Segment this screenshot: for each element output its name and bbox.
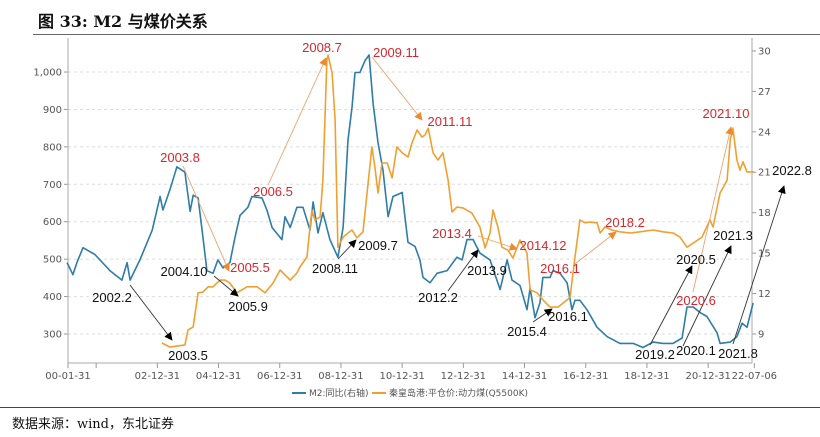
x-axis-tick-label: 12-12-31	[441, 371, 486, 382]
x-axis-tick-label: 04-12-31	[196, 371, 241, 382]
left-axis-tick-label: 500	[43, 255, 62, 266]
right-axis-tick-label: 18	[758, 208, 771, 219]
left-axis-tick-label: 300	[43, 330, 62, 341]
x-axis-tick-label: 10-12-31	[379, 371, 424, 382]
x-axis-tick-label: 00-01-31	[45, 371, 90, 382]
right-axis-tick-label: 9	[758, 330, 764, 341]
x-axis-tick-label: 20-12-31	[685, 371, 730, 382]
annotation-arrow	[337, 239, 357, 260]
left-axis-tick-label: 1,000	[33, 68, 62, 79]
x-axis-tick-label: 02-12-31	[135, 371, 180, 382]
annotation-arrow	[692, 126, 734, 293]
right-axis-tick-label: 30	[758, 46, 771, 57]
annotation-label: 2019.2	[635, 347, 675, 362]
source-divider	[0, 407, 820, 408]
annotation-label: 2021.3	[713, 228, 753, 243]
left-axis-tick-label: 400	[43, 292, 62, 303]
title-divider	[33, 34, 820, 35]
x-axis-tick-label: 22-07-06	[732, 371, 777, 382]
annotation-arrow	[129, 284, 173, 341]
annotation-label: 2021.10	[703, 106, 750, 121]
left-axis-tick-label: 900	[43, 105, 62, 116]
annotation-arrow	[477, 235, 518, 251]
legend-label: 秦皇岛港:平仓价:动力煤(Q5500K)	[389, 387, 528, 399]
annotation-label: 2016.1	[548, 309, 588, 324]
annotation-label: 2003.8	[160, 150, 200, 165]
x-axis-tick-label: 18-12-31	[624, 371, 669, 382]
series-line-coal-price	[161, 54, 755, 348]
annotation-label: 2005.5	[230, 260, 270, 275]
annotation-label: 2020.1	[676, 343, 716, 358]
annotation-label: 2020.6	[676, 293, 716, 308]
annotation-label: 2012.2	[418, 290, 458, 305]
annotation-label: 2004.10	[161, 264, 208, 279]
annotation-label: 2009.11	[373, 45, 419, 60]
right-axis-tick-label: 12	[758, 289, 771, 300]
figure-title: 图 33: M2 与煤价关系	[38, 12, 208, 31]
right-axis-tick-label: 15	[758, 249, 771, 260]
annotation-arrow	[267, 57, 327, 186]
annotation-arrow	[574, 231, 617, 265]
annotation-label: 2009.7	[358, 238, 398, 253]
annotation-arrow	[213, 275, 239, 297]
annotation-label: 2008.7	[302, 40, 342, 55]
series-line-m2	[66, 54, 754, 349]
x-axis-tick-label: 08-12-31	[318, 371, 363, 382]
annotation-label: 2005.9	[228, 299, 268, 314]
chart: 1,000 900 800 700 600 500 400 300 30 27 24 21 18 15 12…	[33, 38, 812, 399]
right-axis-tick-label: 27	[758, 87, 771, 98]
x-axis-tick-label: 16-12-31	[563, 371, 608, 382]
x-axis-tick-label: 06-12-31	[257, 371, 302, 382]
annotation-label: 2013.9	[467, 263, 507, 278]
annotation-arrow	[682, 245, 732, 347]
annotation-label: 2014.12	[520, 238, 567, 253]
annotation-arrow	[732, 185, 786, 345]
annotation-arrow	[447, 249, 479, 292]
annotation-label: 2021.8	[718, 346, 758, 361]
annotation-arrow	[649, 265, 693, 346]
source-note: 数据来源：wind，东北证券	[12, 417, 174, 432]
annotation-label: 2020.5	[676, 252, 716, 267]
annotation-label: 2008.11	[312, 261, 358, 276]
annotation-arrow	[182, 165, 230, 272]
annotation-label: 2013.4	[432, 226, 472, 241]
annotation-arrow	[532, 308, 553, 323]
x-axis-tick-label: 14-12-31	[502, 371, 547, 382]
annotation-label: 2015.4	[507, 324, 547, 339]
annotation-label: 2003.5	[168, 348, 208, 363]
annotation-arrow	[371, 56, 423, 121]
legend-label: M2:同比(右轴)	[309, 387, 369, 399]
right-axis-tick-label: 24	[758, 127, 771, 138]
left-axis-tick-label: 600	[43, 217, 62, 228]
left-axis-tick-label: 800	[43, 142, 62, 153]
left-axis-tick-label: 700	[43, 180, 62, 191]
annotation-label: 2002.2	[92, 290, 132, 305]
annotation-label: 2016.1	[540, 261, 580, 276]
right-axis-tick-label: 21	[758, 168, 771, 179]
annotation-label: 2018.2	[605, 215, 645, 230]
annotation-label: 2006.5	[253, 184, 293, 199]
annotation-label: 2011.11	[427, 114, 472, 129]
annotation-label: 2022.8	[772, 163, 812, 178]
